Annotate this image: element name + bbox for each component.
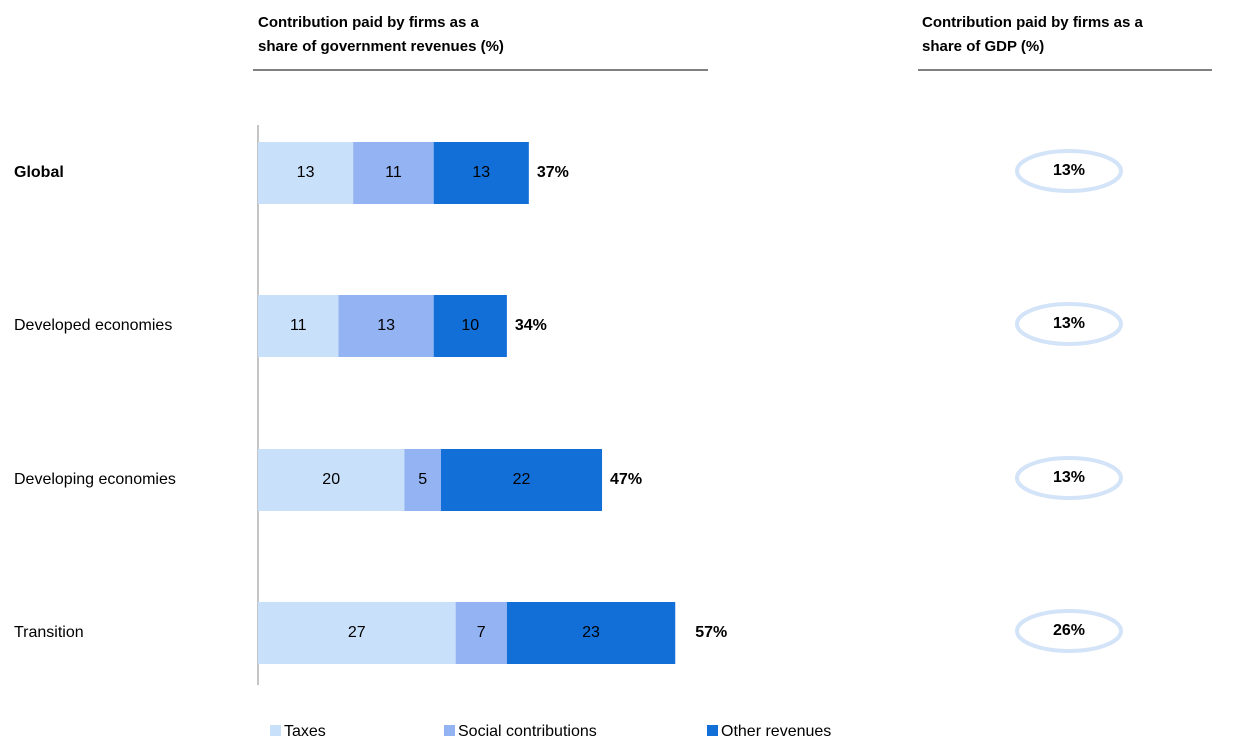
gdp-oval — [1015, 456, 1123, 500]
bar-segment — [258, 449, 405, 511]
gdp-label: 13% — [1053, 469, 1085, 486]
total-label: 34% — [515, 317, 547, 334]
bar-segment — [433, 142, 529, 204]
legend-label: Social contributions — [458, 723, 597, 740]
bar-segment — [506, 602, 676, 664]
segment-label: 5 — [418, 471, 427, 488]
gdp-label: 13% — [1053, 162, 1085, 179]
category-label: Transition — [14, 624, 84, 641]
bar-segment — [353, 142, 434, 204]
bar-segment — [441, 449, 603, 511]
total-label: 47% — [610, 471, 642, 488]
gdp-oval — [1015, 302, 1123, 346]
legend-label: Taxes — [284, 723, 326, 740]
bar-segment — [338, 295, 434, 357]
bar-segment — [455, 602, 507, 664]
segment-label: 13 — [472, 164, 490, 181]
segment-label: 13 — [377, 317, 395, 334]
total-label: 57% — [695, 624, 727, 641]
segment-label: 10 — [461, 317, 479, 334]
category-label: Developed economies — [14, 317, 172, 334]
category-label: Developing economies — [14, 471, 176, 488]
segment-label: 13 — [297, 164, 315, 181]
segment-label: 22 — [513, 471, 531, 488]
gdp-oval — [1015, 149, 1123, 193]
chart-title: Contribution paid by firms as a — [258, 14, 480, 31]
segment-label: 11 — [385, 164, 402, 181]
segment-label: 7 — [477, 624, 486, 641]
gdp-oval — [1015, 609, 1123, 653]
gdp-label: 26% — [1053, 622, 1085, 639]
segment-label: 20 — [322, 471, 340, 488]
legend-swatch — [444, 725, 455, 736]
chart-title: share of government revenues (%) — [258, 38, 504, 55]
gdp-label: 13% — [1053, 315, 1085, 332]
legend-swatch — [707, 725, 718, 736]
bar-segment — [258, 295, 339, 357]
legend-label: Other revenues — [721, 723, 831, 740]
legend-swatch — [270, 725, 281, 736]
segment-label: 27 — [348, 624, 366, 641]
total-label: 37% — [537, 164, 569, 181]
gdp-title: share of GDP (%) — [922, 38, 1044, 55]
bar-segment — [258, 602, 456, 664]
category-label: Global — [14, 164, 64, 181]
segment-label: 11 — [290, 317, 307, 334]
bar-segment — [258, 142, 354, 204]
bar-segment — [433, 295, 507, 357]
bar-segment — [404, 449, 441, 511]
gdp-title: Contribution paid by firms as a — [922, 14, 1144, 31]
segment-label: 23 — [582, 624, 600, 641]
